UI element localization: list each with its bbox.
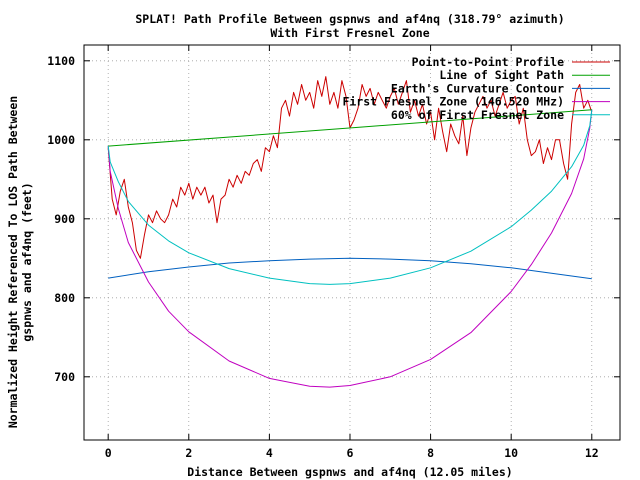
legend-label: Earth's Curvature Contour (391, 81, 564, 95)
legend-label: Point-to-Point Profile (412, 55, 564, 69)
legend-label: Line of Sight Path (439, 68, 564, 82)
chart-subtitle: With First Fresnel Zone (270, 26, 429, 40)
series-lines (107, 76, 593, 388)
series-line-earth-s-curvature-contour (108, 257, 592, 280)
y-tick-label: 800 (54, 291, 75, 305)
x-tick-label: 4 (266, 446, 273, 460)
x-tick-label: 10 (504, 446, 518, 460)
grid-lines (84, 45, 620, 440)
y-tick-label: 700 (54, 370, 75, 384)
y-tick-label: 900 (54, 212, 75, 226)
series-line-60-of-first-fresnel-zone (107, 109, 593, 285)
plot-frame (83, 44, 621, 441)
y-tick-label: 1100 (47, 54, 75, 68)
y-tick-label: 1000 (47, 133, 75, 147)
series-line-line-of-sight-path (108, 109, 592, 147)
y-axis-label-line-2: gspnws and af4nq (feet) (20, 182, 34, 341)
axis-ticks: 0 2 4 6 8 10 12 700 800 900 1000 1100 (47, 45, 620, 460)
x-tick-label: 2 (185, 446, 192, 460)
legend-label: First Fresnel Zone (146.520 MHz) (342, 95, 564, 109)
legend-label: 60% of First Fresnel Zone (391, 108, 564, 122)
x-tick-label: 8 (427, 446, 434, 460)
x-tick-label: 12 (585, 446, 599, 460)
x-tick-label: 0 (105, 446, 112, 460)
x-axis-label: Distance Between gspnws and af4nq (12.05… (187, 465, 512, 479)
y-axis-label-line-1: Normalized Height Referenced To LOS Path… (6, 96, 20, 428)
series-line-first-fresnel-zone-146-520-mhz (107, 109, 593, 388)
chart-title: SPLAT! Path Profile Between gspnws and a… (135, 12, 564, 26)
x-tick-label: 6 (347, 446, 354, 460)
